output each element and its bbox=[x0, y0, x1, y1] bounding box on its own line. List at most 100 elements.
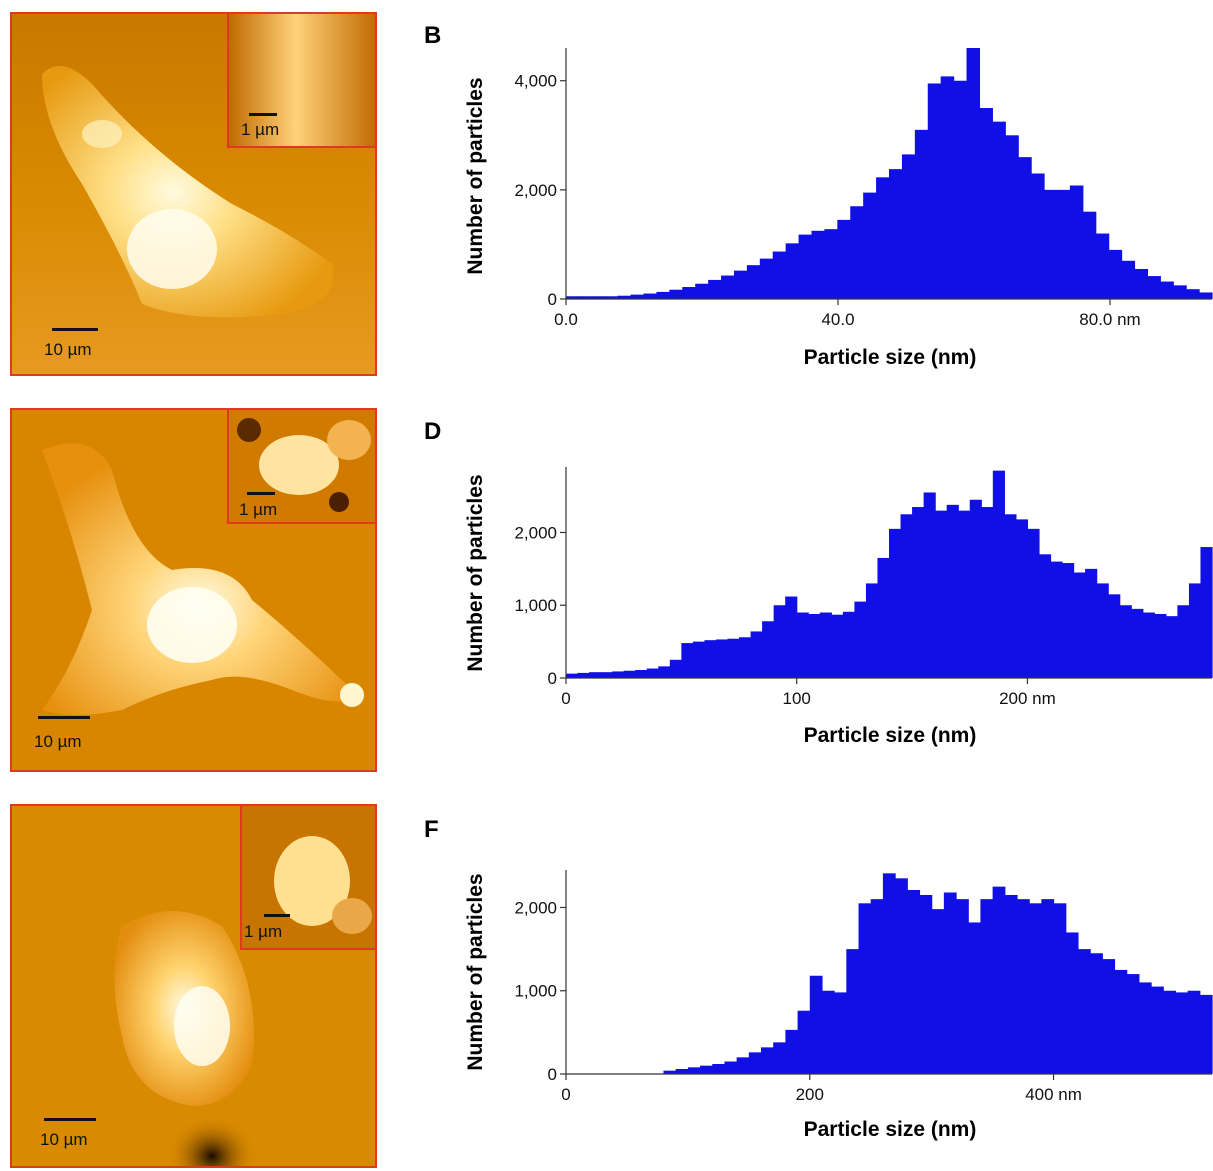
histogram-bar bbox=[946, 504, 959, 678]
histogram-bar bbox=[940, 76, 955, 299]
histogram-bar bbox=[681, 643, 694, 678]
inset-scale-label: 1 µm bbox=[244, 922, 283, 941]
histogram-bar bbox=[1065, 932, 1079, 1074]
histogram-bar bbox=[1154, 613, 1167, 678]
histogram-bar bbox=[712, 1064, 726, 1074]
chart-d-xlabel: Particle size (nm) bbox=[803, 724, 977, 747]
histogram-bar bbox=[566, 296, 580, 299]
histogram-bar bbox=[927, 83, 942, 299]
histogram-bar bbox=[935, 510, 948, 678]
histogram-bar bbox=[1165, 616, 1178, 678]
histogram-bar bbox=[1186, 289, 1200, 299]
histogram-bar bbox=[1015, 519, 1029, 678]
histogram-bar bbox=[863, 192, 877, 299]
histogram-bar bbox=[912, 507, 925, 678]
afm-inset-e: 1 µm bbox=[240, 806, 375, 950]
histogram-bar bbox=[750, 631, 763, 678]
main-scale-bar bbox=[44, 1118, 96, 1121]
histogram-bar bbox=[635, 669, 648, 678]
histogram-bar bbox=[1108, 594, 1121, 678]
histogram-bar bbox=[1173, 285, 1187, 299]
afm-image-c: 1 µm 10 µm bbox=[10, 408, 377, 772]
histogram-bar bbox=[876, 177, 890, 299]
histogram-bar bbox=[958, 510, 971, 678]
y-tick-label: 4,000 bbox=[514, 72, 557, 91]
histogram-bar bbox=[658, 666, 671, 678]
histogram-bar bbox=[992, 121, 1006, 299]
histogram-bar bbox=[1126, 974, 1140, 1074]
chart-f-xlabel: Particle size (nm) bbox=[803, 1118, 977, 1141]
histogram-bar bbox=[931, 909, 945, 1074]
histogram-bar bbox=[724, 1061, 738, 1074]
histogram-bar bbox=[1175, 992, 1189, 1074]
histogram-bar bbox=[1044, 189, 1058, 299]
histogram-bar bbox=[1160, 281, 1174, 299]
inset-scale-label: 1 µm bbox=[241, 120, 280, 139]
histogram-bar bbox=[1199, 994, 1213, 1074]
histogram-bar bbox=[889, 528, 902, 678]
histogram-bar bbox=[617, 295, 632, 299]
histogram-bar bbox=[1199, 292, 1213, 299]
histogram-bar bbox=[1062, 563, 1075, 678]
histogram-bar bbox=[1069, 185, 1084, 299]
afm-inset-c: 1 µm bbox=[227, 410, 375, 524]
histogram-bar bbox=[809, 975, 823, 1074]
histogram-bar bbox=[798, 234, 813, 299]
histogram-bar bbox=[824, 229, 838, 299]
histogram-bar bbox=[1108, 249, 1123, 299]
inset-scale-label: 1 µm bbox=[239, 500, 278, 519]
inset-scale-bar bbox=[249, 113, 277, 116]
x-tick-label: 80.0 nm bbox=[1079, 310, 1140, 329]
histogram-bar bbox=[708, 279, 722, 299]
histogram-bar bbox=[858, 903, 872, 1074]
main-scale-label: 10 µm bbox=[40, 1130, 88, 1149]
inset-scale-bar bbox=[247, 492, 275, 495]
histogram-bar bbox=[1004, 894, 1018, 1074]
histogram-bar bbox=[1016, 899, 1030, 1074]
histogram-bar bbox=[604, 296, 619, 299]
x-tick-label: 100 bbox=[783, 689, 811, 708]
histogram-bar bbox=[808, 613, 821, 678]
histogram-bar bbox=[1077, 949, 1091, 1074]
histogram-bar bbox=[695, 283, 709, 299]
main-scale-label: 10 µm bbox=[44, 340, 92, 359]
histogram-bar bbox=[1114, 969, 1128, 1074]
histogram-bar bbox=[811, 230, 825, 299]
histogram-bar bbox=[669, 659, 682, 678]
histogram-bar bbox=[919, 894, 933, 1074]
histogram-f: 0 1,000 2,000 0 200 400 nm bbox=[514, 870, 1213, 1104]
histogram-bar bbox=[1031, 173, 1045, 299]
histogram-bar bbox=[846, 949, 860, 1074]
histogram-bar bbox=[1056, 189, 1071, 299]
histogram-bar bbox=[773, 1042, 786, 1074]
histogram-bar bbox=[956, 899, 969, 1074]
histogram-bar bbox=[889, 169, 903, 299]
histogram-bar bbox=[748, 1052, 762, 1074]
histogram-bar bbox=[796, 612, 809, 678]
histogram-bar bbox=[1027, 528, 1040, 678]
histogram-bar bbox=[895, 878, 908, 1074]
histogram-bar bbox=[761, 1047, 774, 1074]
histogram-bar bbox=[854, 601, 867, 678]
y-tick-label: 0 bbox=[548, 1065, 557, 1084]
histogram-bar bbox=[1038, 554, 1052, 678]
y-tick-label: 0 bbox=[548, 669, 557, 688]
afm-image-e: 1 µm 10 µm bbox=[10, 804, 377, 1168]
histogram-bar bbox=[1082, 211, 1097, 299]
histogram-bar bbox=[821, 990, 835, 1074]
histogram-bar bbox=[785, 243, 800, 299]
histogram-bar bbox=[589, 672, 602, 678]
histogram-bar bbox=[797, 1010, 811, 1074]
histogram-bar bbox=[953, 80, 968, 299]
histogram-bar bbox=[727, 638, 740, 678]
histogram-bar bbox=[704, 640, 717, 678]
histogram-bar bbox=[842, 611, 855, 678]
histogram-bar bbox=[1050, 561, 1063, 678]
y-tick-label: 2,000 bbox=[514, 181, 557, 200]
histogram-bar bbox=[656, 291, 670, 299]
histogram-bar bbox=[663, 1070, 677, 1074]
histogram-bar bbox=[992, 470, 1005, 678]
histogram-bar bbox=[566, 673, 579, 678]
histogram-bar bbox=[968, 922, 982, 1074]
histogram-bar bbox=[1029, 903, 1042, 1074]
